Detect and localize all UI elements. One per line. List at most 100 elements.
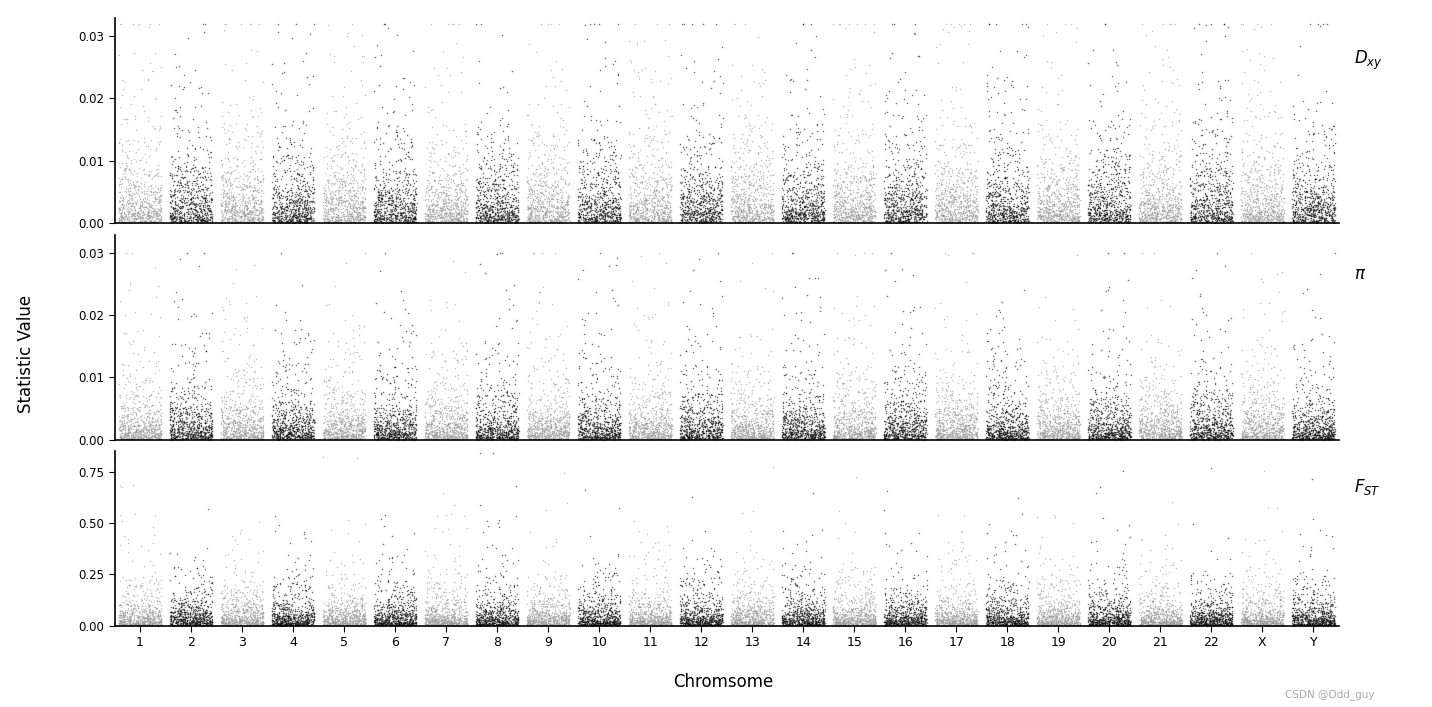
Point (822, 609, 845, 621)
Point (341, 614, 364, 626)
Point (1157, 609, 1180, 621)
Point (265, 428, 288, 439)
Point (790, 609, 813, 621)
Point (894, 433, 916, 444)
Point (1030, 106, 1053, 117)
Point (274, 191, 296, 202)
Point (123, 90, 146, 101)
Point (636, 614, 659, 626)
Point (753, 612, 776, 623)
Point (442, 607, 465, 618)
Point (997, 201, 1020, 212)
Point (1160, 171, 1183, 182)
Point (1183, 397, 1206, 408)
Point (1220, 358, 1243, 370)
Point (551, 430, 574, 441)
Point (339, 619, 362, 631)
Point (281, 197, 304, 209)
Point (937, 196, 959, 207)
Point (783, 559, 806, 571)
Point (1015, 561, 1038, 572)
Point (1002, 200, 1025, 211)
Point (567, 426, 590, 438)
Point (475, 571, 498, 583)
Point (1116, 432, 1138, 443)
Point (425, 615, 448, 626)
Point (742, 617, 765, 628)
Point (725, 617, 748, 629)
Point (162, 396, 185, 407)
Point (1085, 617, 1108, 628)
Point (841, 210, 863, 221)
Point (939, 215, 962, 226)
Point (878, 192, 901, 204)
Point (1320, 408, 1343, 419)
Point (1060, 615, 1083, 626)
Point (1254, 612, 1277, 624)
Point (298, 426, 321, 438)
Point (265, 429, 288, 440)
Point (533, 596, 556, 607)
Point (1087, 602, 1110, 613)
Point (981, 216, 1004, 227)
Point (422, 617, 445, 628)
Point (176, 617, 199, 629)
Point (951, 617, 974, 628)
Point (557, 619, 580, 631)
Point (863, 616, 886, 627)
Point (654, 611, 677, 622)
Point (226, 432, 249, 443)
Point (1144, 427, 1167, 438)
Point (298, 431, 321, 443)
Point (341, 195, 364, 206)
Point (269, 606, 292, 617)
Point (185, 611, 208, 622)
Point (577, 414, 600, 425)
Point (179, 402, 202, 413)
Point (322, 199, 345, 211)
Point (467, 200, 490, 211)
Point (438, 605, 461, 617)
Point (1210, 417, 1233, 428)
Point (481, 607, 504, 618)
Point (493, 181, 516, 192)
Point (266, 600, 289, 611)
Point (146, 208, 169, 219)
Point (372, 607, 395, 619)
Point (503, 604, 526, 615)
Point (1160, 619, 1183, 630)
Point (1306, 203, 1329, 214)
Point (829, 619, 852, 630)
Point (216, 607, 239, 618)
Point (501, 208, 524, 219)
Point (629, 613, 652, 624)
Point (268, 211, 291, 222)
Point (782, 76, 805, 87)
Point (1104, 185, 1127, 197)
Point (147, 619, 170, 631)
Point (630, 407, 653, 419)
Point (1087, 617, 1110, 628)
Point (1194, 216, 1217, 227)
Point (825, 608, 848, 619)
Point (221, 192, 243, 203)
Point (859, 422, 882, 433)
Point (677, 397, 700, 409)
Point (295, 410, 318, 421)
Point (235, 617, 258, 628)
Point (422, 63, 445, 74)
Point (1077, 417, 1100, 428)
Point (1028, 176, 1051, 187)
Point (853, 610, 876, 621)
Point (1091, 423, 1114, 434)
Point (147, 135, 170, 146)
Point (216, 196, 239, 207)
Point (365, 216, 388, 228)
Point (547, 609, 570, 621)
Point (806, 592, 829, 603)
Point (146, 611, 169, 622)
Point (1204, 615, 1227, 626)
Point (548, 416, 571, 428)
Point (599, 421, 621, 433)
Point (1130, 612, 1153, 623)
